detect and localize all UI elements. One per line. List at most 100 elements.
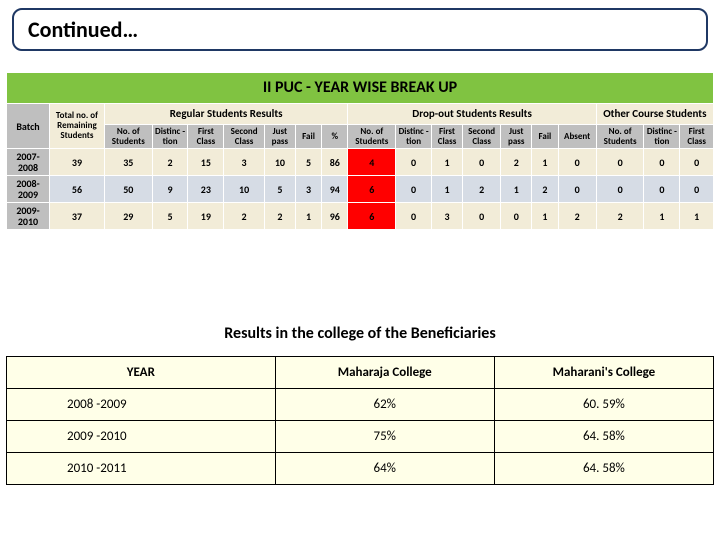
total-cell: 39 [49,149,104,176]
cell: 0 [463,149,501,176]
sub-d-first: First Class [432,124,463,149]
sub-d-no: No. of Students [348,124,396,149]
cell: 0 [558,149,596,176]
cell: 0 [558,176,596,203]
drop-no-cell: 4 [348,149,396,176]
cell: 5 [264,176,295,203]
cell: 0 [396,149,432,176]
cell: 86 [322,149,348,176]
sub-o-no: No. of Students [596,124,644,149]
sub-header-row: No. of Students Distinc -tion First Clas… [7,124,714,149]
col-total: Total no. of Remaining Students [49,103,104,149]
cell: 5 [295,149,321,176]
cell: 15 [188,149,224,176]
cell: 0 [644,149,680,176]
cell: 0 [396,203,432,230]
table-row: 2009-2010 37 29 5 19 2 2 1 96 6 0 3 0 0 … [7,203,714,230]
beneficiaries-table: YEAR Maharaja College Maharani's College… [6,356,714,485]
value-cell: 64. 58% [494,421,713,453]
cell: 23 [188,176,224,203]
cell: 2 [501,149,532,176]
col-maharani: Maharani's College [494,357,713,389]
table-row: 2008 -2009 62% 60. 59% [7,389,714,421]
cell: 1 [432,176,463,203]
cell: 1 [501,176,532,203]
cell: 0 [596,176,644,203]
table-row: 2007-2008 39 35 2 15 3 10 5 86 4 0 1 0 2… [7,149,714,176]
cell: 3 [224,149,265,176]
cell: 94 [322,176,348,203]
cell: 0 [680,176,714,203]
cell: 29 [104,203,152,230]
slide-title: Continued… [12,8,708,51]
cell: 3 [295,176,321,203]
cell: 2 [152,149,188,176]
cell: 5 [152,203,188,230]
year-cell: 2010 -2011 [7,453,276,485]
year-cell: 2008 -2009 [7,389,276,421]
sub-no: No. of Students [104,124,152,149]
cell: 1 [532,203,558,230]
cell: 2 [532,176,558,203]
sub-o-dist: Distinc -tion [644,124,680,149]
cell: 1 [680,203,714,230]
cell: 3 [432,203,463,230]
batch-cell: 2009-2010 [7,203,50,230]
total-cell: 37 [49,203,104,230]
col-year: YEAR [7,357,276,389]
cell: 2 [224,203,265,230]
value-cell: 64. 58% [494,453,713,485]
cell: 0 [396,176,432,203]
slide: Continued… II PUC - YEAR WISE BREAK UP B… [0,0,720,540]
col-batch: Batch [7,103,50,149]
cell: 9 [152,176,188,203]
sub-d-second: Second Class [463,124,501,149]
cell: 1 [295,203,321,230]
year-cell: 2009 -2010 [7,421,276,453]
cell: 96 [322,203,348,230]
batch-cell: 2008-2009 [7,176,50,203]
grp-dropout: Drop-out Students Results [348,103,596,124]
beneficiaries-title: Results in the college of the Beneficiar… [0,324,720,343]
sub-d-dist: Distinc -tion [396,124,432,149]
sub-second: Second Class [224,124,265,149]
sub-d-just: Just pass [501,124,532,149]
breakup-table: II PUC - YEAR WISE BREAK UP Batch Total … [6,72,714,230]
cell: 0 [463,203,501,230]
table-title: II PUC - YEAR WISE BREAK UP [7,73,714,104]
sub-pct: % [322,124,348,149]
drop-no-cell: 6 [348,176,396,203]
sub-dist: Distinc -tion [152,124,188,149]
value-cell: 60. 59% [494,389,713,421]
sub-d-fail: Fail [532,124,558,149]
cell: 2 [558,203,596,230]
main-table-container: II PUC - YEAR WISE BREAK UP Batch Total … [6,72,714,230]
group-header-row: Batch Total no. of Remaining Students Re… [7,103,714,124]
table-row: 2008-2009 56 50 9 23 10 5 3 94 6 0 1 2 1… [7,176,714,203]
cell: 35 [104,149,152,176]
value-cell: 62% [275,389,494,421]
sub-d-absent: Absent [558,124,596,149]
cell: 1 [432,149,463,176]
cell: 0 [596,149,644,176]
table-header-row: YEAR Maharaja College Maharani's College [7,357,714,389]
cell: 19 [188,203,224,230]
sub-first: First Class [188,124,224,149]
cell: 0 [644,176,680,203]
table-row: 2010 -2011 64% 64. 58% [7,453,714,485]
cell: 10 [224,176,265,203]
table-row: 2009 -2010 75% 64. 58% [7,421,714,453]
drop-no-cell: 6 [348,203,396,230]
cell: 50 [104,176,152,203]
table-title-row: II PUC - YEAR WISE BREAK UP [7,73,714,104]
grp-regular: Regular Students Results [104,103,348,124]
cell: 2 [463,176,501,203]
sub-o-first: First Class [680,124,714,149]
value-cell: 75% [275,421,494,453]
col-maharaja: Maharaja College [275,357,494,389]
sub-just: Just pass [264,124,295,149]
total-cell: 56 [49,176,104,203]
cell: 2 [264,203,295,230]
cell: 1 [532,149,558,176]
cell: 1 [644,203,680,230]
